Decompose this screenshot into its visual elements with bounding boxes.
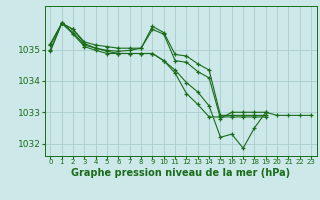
X-axis label: Graphe pression niveau de la mer (hPa): Graphe pression niveau de la mer (hPa): [71, 168, 290, 178]
